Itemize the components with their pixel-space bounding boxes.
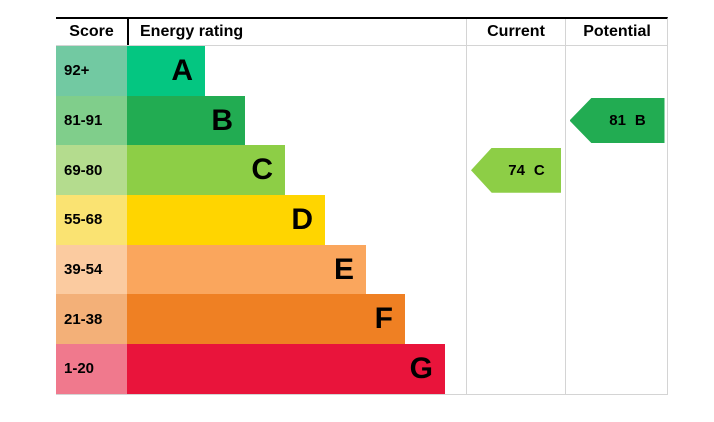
potential-cell-c [565,145,668,196]
band-bar-e: E [127,244,366,295]
band-bar-d: D [127,195,325,245]
current-cell-b [466,95,565,146]
score-range-e: 39-54 [56,244,127,295]
band-letter-d: D [291,202,313,236]
band-row-b: 81-91 B 81 B [56,95,668,146]
current-cell-f [466,294,565,345]
band-letter-c: C [251,153,273,187]
band-bar-g: G [127,344,445,394]
band-letter-g: G [409,351,433,385]
band-bar-a: A [127,46,205,96]
potential-cell-f [565,294,668,345]
current-cell-d [466,195,565,245]
band-bar-b: B [127,95,245,146]
score-range-f: 21-38 [56,294,127,345]
potential-cell-e [565,244,668,295]
band-row-c: 69-80 C 74 C [56,145,668,196]
current-band-letter: C [533,161,545,179]
chart-header-row: Score Energy rating Current Potential [56,19,667,46]
potential-band-letter: B [634,112,646,130]
potential-cell-g [565,344,668,394]
potential-rating-arrow: 81 B [569,98,665,144]
band-row-f: 21-38 F [56,294,668,345]
score-range-b: 81-91 [56,95,127,146]
current-score-value: 74 [508,161,525,179]
band-row-a: 92+ A [56,46,667,96]
current-cell-g [466,344,565,394]
band-letter-e: E [333,252,354,286]
potential-column-header: Potential [565,19,668,45]
potential-cell-b: 81 B [565,95,668,146]
band-letter-f: F [374,302,393,336]
band-bar-c: C [127,145,285,196]
band-bar-f: F [127,294,405,345]
score-column-header: Score [69,23,114,40]
band-row-e: 39-54 E [56,244,668,295]
current-cell-e [466,244,565,295]
potential-score-value: 81 [609,112,626,130]
epc-rating-chart: Score Energy rating Current Potential 92… [56,17,668,395]
band-row-d: 55-68 D [56,195,667,245]
current-cell-a [466,46,565,96]
score-range-d: 55-68 [56,195,127,245]
current-cell-c: 74 C [466,145,565,196]
potential-cell-d [565,195,668,245]
band-letter-a: A [171,53,193,87]
score-range-c: 69-80 [56,145,127,196]
score-range-a: 92+ [56,46,127,96]
band-letter-b: B [211,103,233,137]
score-range-g: 1-20 [56,344,127,394]
potential-cell-a [565,46,668,96]
current-rating-arrow: 74 C [471,147,561,193]
current-column-header: Current [466,19,565,45]
band-row-g: 1-20 G [56,344,667,394]
energy-rating-column-header: Energy rating [127,19,466,45]
